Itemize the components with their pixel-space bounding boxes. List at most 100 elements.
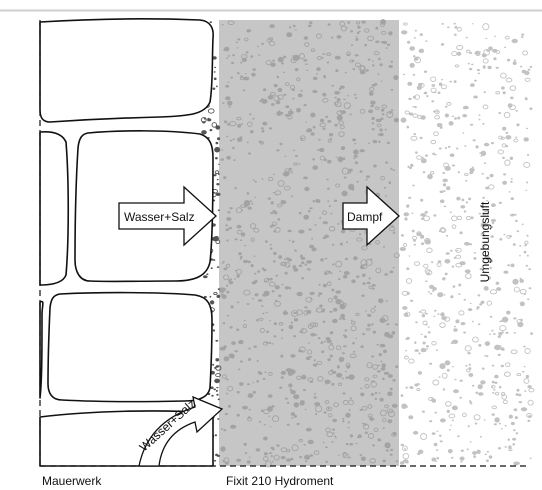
plaster-speckle — [354, 97, 358, 99]
plaster-speckle — [325, 382, 328, 385]
air-speckle — [523, 378, 530, 384]
plaster-speckle — [280, 456, 286, 460]
plaster-speckle — [221, 24, 224, 26]
plaster-speckle — [247, 393, 254, 398]
plaster-speckle — [381, 113, 385, 116]
air-speckle — [450, 424, 452, 426]
air-speckle — [409, 166, 412, 170]
plaster-speckle — [297, 93, 303, 98]
plaster-speckle — [228, 280, 234, 285]
plaster-speckle — [227, 55, 231, 57]
air-speckle — [503, 270, 509, 274]
plaster-speckle — [326, 340, 332, 344]
plaster-speckle — [364, 28, 370, 33]
plaster-speckle — [328, 133, 334, 137]
plaster-speckle — [277, 94, 284, 100]
plaster-speckle — [329, 331, 334, 335]
air-speckle — [400, 234, 404, 237]
plaster-speckle — [223, 345, 227, 349]
air-speckle — [447, 449, 453, 454]
plaster-speckle — [286, 32, 293, 38]
air-speckle — [483, 91, 486, 94]
air-speckle — [443, 205, 447, 208]
plaster-speckle — [299, 135, 306, 142]
air-speckle — [453, 80, 457, 83]
air-speckle — [475, 52, 481, 57]
plaster-speckle — [367, 323, 371, 327]
plaster-speckle — [303, 444, 306, 446]
plaster-speckle — [339, 303, 346, 310]
air-speckle — [499, 345, 502, 347]
plaster-speckle — [283, 55, 287, 59]
air-speckle — [420, 333, 423, 336]
plaster-speckle — [236, 116, 242, 121]
joint-speckle — [210, 267, 213, 270]
air-speckle — [481, 172, 484, 175]
plaster-speckle — [390, 225, 394, 228]
plaster-speckle — [248, 408, 252, 411]
air-speckle — [503, 173, 507, 176]
air-speckle — [478, 392, 484, 396]
air-speckle — [500, 72, 507, 79]
air-speckle — [453, 22, 456, 25]
plaster-speckle — [320, 258, 324, 262]
plaster-speckle — [370, 308, 376, 313]
plaster-speckle — [252, 390, 256, 394]
plaster-speckle — [395, 365, 399, 369]
air-speckle — [493, 333, 496, 335]
joint-speckle — [203, 295, 207, 299]
plaster-speckle — [247, 260, 251, 264]
plaster-speckle — [250, 264, 254, 268]
air-speckle — [409, 62, 415, 68]
plaster-speckle — [277, 180, 285, 187]
plaster-speckle — [313, 396, 317, 399]
plaster-speckle — [384, 442, 391, 449]
air-speckle — [472, 320, 474, 323]
air-speckle — [420, 433, 428, 440]
air-speckle — [509, 156, 514, 160]
plaster-speckle — [335, 156, 338, 158]
plaster-speckle — [252, 382, 255, 384]
air-speckle — [451, 265, 455, 268]
plaster-speckle — [299, 330, 303, 334]
plaster-speckle — [350, 319, 353, 322]
plaster-speckle — [293, 318, 299, 322]
air-speckle — [404, 110, 410, 115]
air-speckle — [464, 269, 471, 274]
plaster-speckle — [287, 371, 294, 376]
air-speckle — [440, 43, 445, 46]
plaster-speckle — [312, 76, 318, 81]
air-speckle — [465, 36, 468, 39]
plaster-speckle — [269, 24, 275, 28]
joint-speckle — [213, 77, 217, 81]
plaster-speckle — [248, 152, 251, 155]
plaster-speckle — [340, 25, 348, 32]
plaster-speckle — [324, 257, 328, 260]
plaster-speckle — [319, 216, 322, 219]
plaster-speckle — [283, 185, 291, 191]
arrow-vapor-shape — [342, 185, 400, 247]
plaster-speckle — [293, 312, 297, 314]
plaster-speckle — [326, 61, 330, 64]
plaster-speckle — [365, 69, 369, 72]
air-speckle — [525, 264, 528, 267]
air-speckle — [438, 82, 443, 86]
plaster-speckle — [236, 391, 240, 394]
plaster-speckle — [246, 192, 250, 195]
plaster-speckle — [315, 199, 321, 203]
plaster-speckle — [270, 455, 273, 458]
plaster-speckle — [234, 278, 236, 280]
air-speckle — [448, 121, 454, 126]
plaster-speckle — [228, 279, 231, 282]
plaster-speckle — [260, 409, 264, 412]
air-speckle — [425, 280, 428, 283]
plaster-speckle — [389, 387, 393, 391]
plaster-speckle — [387, 419, 393, 424]
plaster-speckle — [362, 333, 366, 336]
joint-speckle — [215, 389, 218, 392]
plaster-speckle — [301, 261, 305, 265]
air-speckle — [488, 184, 495, 190]
air-speckle — [495, 50, 501, 55]
plaster-speckle — [293, 402, 300, 408]
air-speckle — [458, 310, 465, 316]
